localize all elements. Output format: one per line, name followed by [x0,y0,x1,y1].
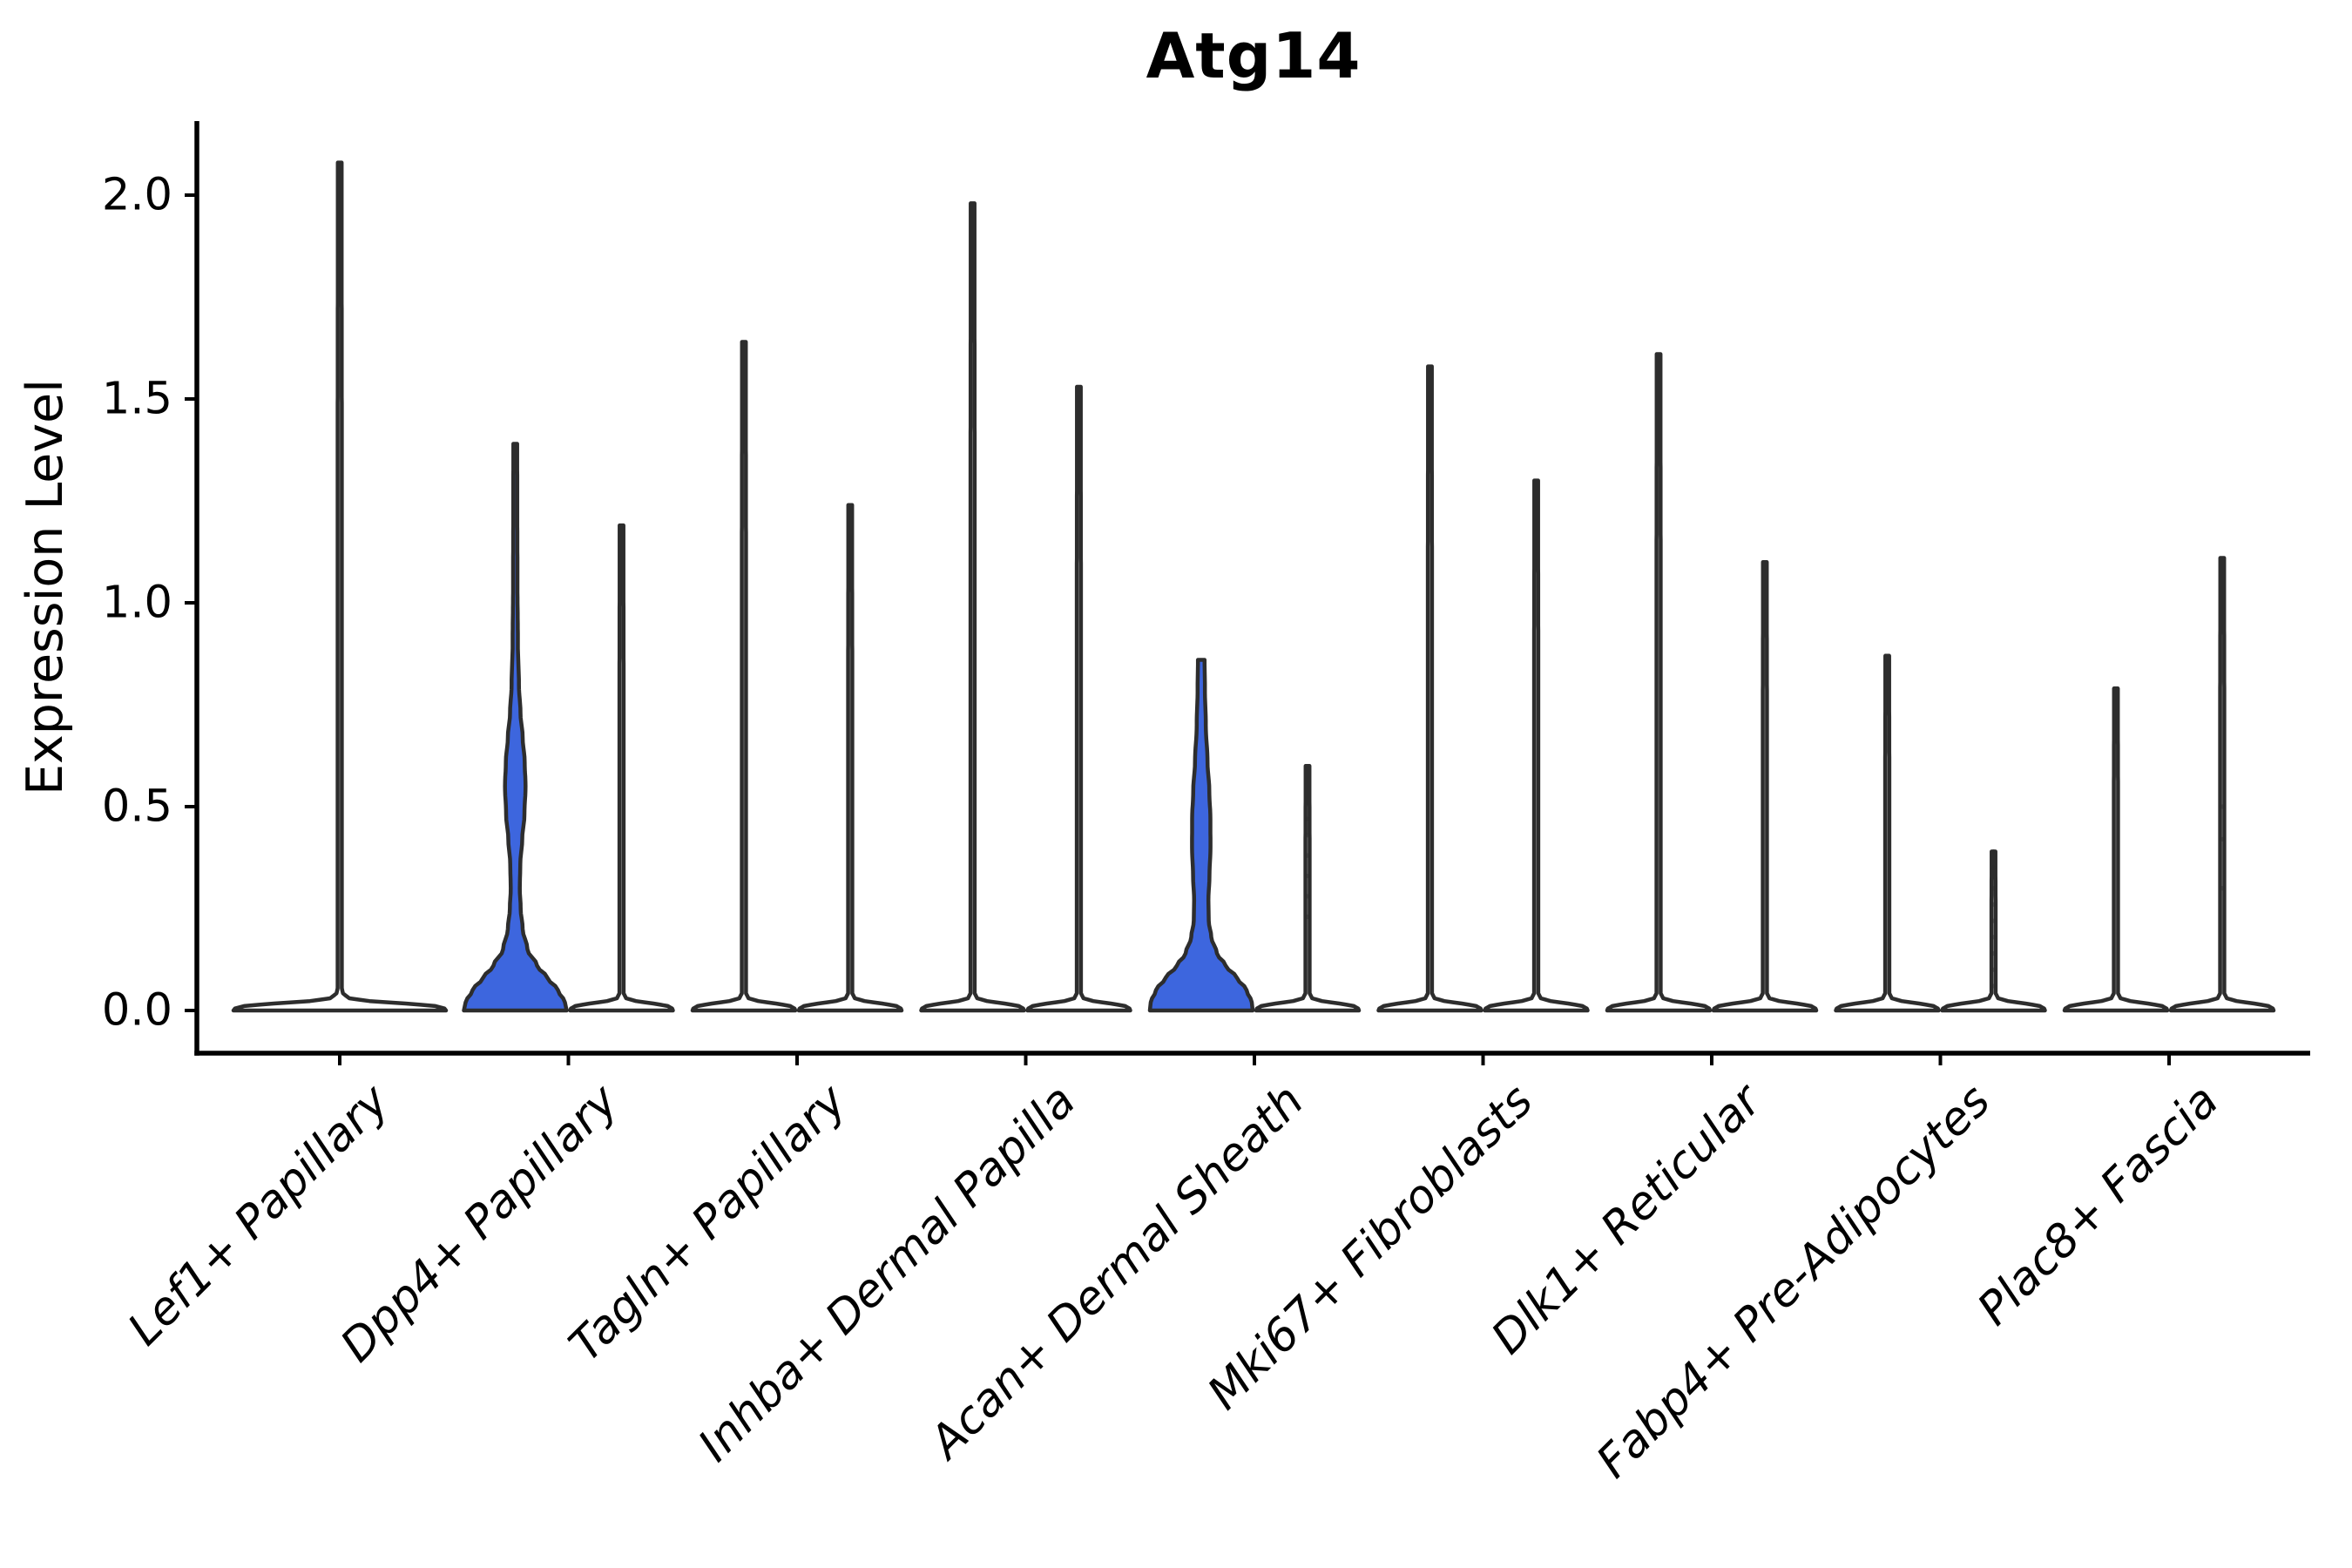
y-tick-label: 2.0 [101,169,172,221]
jitter-point [1990,950,1997,956]
jitter-point [1990,918,1997,923]
violin-dpp4-papillary-left [462,442,569,1013]
jitter-point [1305,894,1310,899]
violin-acan-dermal-sheath-right [1254,763,1362,1013]
violin-dlk1-reticular-right [1711,559,1819,1013]
violin-mki67-fibroblasts-right [1483,478,1590,1013]
violin-acan-dermal-sheath-left [1147,658,1255,1013]
y-tick-label: 1.5 [101,373,172,425]
jitter-point [1305,873,1310,879]
jitter-point [2220,836,2225,842]
jitter-point [1990,983,1997,989]
violin-inhba-dermal-papilla-left [919,201,1026,1013]
violin-dlk1-reticular-left [1605,352,1713,1013]
jitter-point [1990,848,1997,855]
violin-fabp4-pre-adipocytes-right [1940,849,2047,1013]
y-tick-label: 1.0 [101,577,172,629]
jitter-point [1305,914,1310,919]
violin-plac8-fascia-left [2062,686,2170,1013]
jitter-point [1305,833,1310,838]
jitter-point [1305,853,1310,858]
violin-mki67-fibroblasts-left [1376,364,1484,1013]
y-tick-label: 0.0 [101,984,172,1037]
jitter-point [1990,865,1997,870]
violin-tagln-papillary-left [690,340,798,1013]
y-tick-label: 0.5 [101,781,172,833]
jitter-point [2220,886,2225,891]
jitter-point [1990,935,1997,940]
jitter-point [1990,886,1997,891]
jitter-point [2220,804,2225,809]
violin-plac8-fascia-right [2168,556,2276,1013]
violin-dpp4-papillary-right [568,523,675,1013]
chart-title: Atg14 [1146,19,1362,92]
violin-tagln-papillary-right [796,503,904,1013]
violin-inhba-dermal-papilla-right [1025,384,1132,1013]
jitter-point [1305,816,1310,821]
jitter-point [1990,967,1997,972]
violin-fabp4-pre-adipocytes-left [1834,653,1941,1013]
jitter-point [1990,902,1997,907]
violin-lef1-papillary-center [231,160,449,1013]
